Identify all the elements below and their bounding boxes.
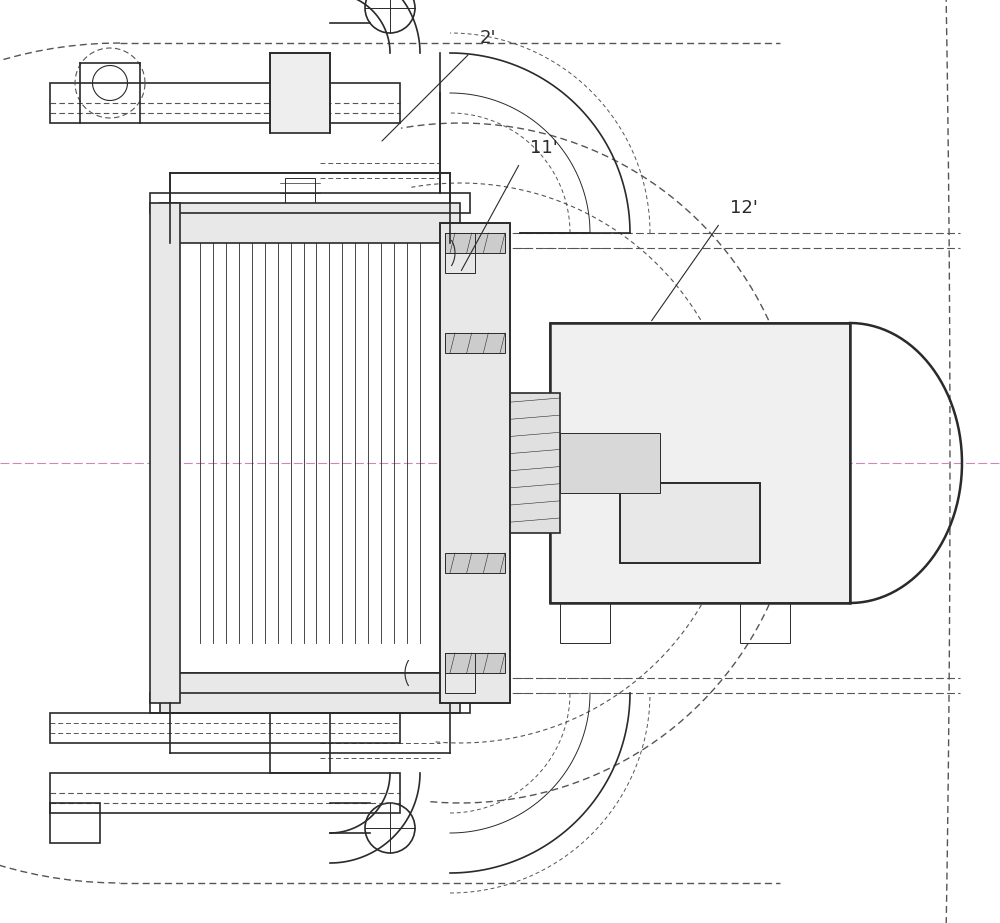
Bar (50, 803, 100, 843)
Bar (440, 223, 510, 703)
Bar (285, 178, 315, 213)
Bar (740, 603, 790, 643)
Bar (560, 433, 660, 493)
Bar (440, 223, 510, 703)
Bar (160, 673, 460, 713)
Bar (445, 333, 505, 353)
Bar (170, 173, 450, 673)
Bar (445, 653, 505, 673)
Bar (150, 203, 180, 703)
Bar (500, 393, 560, 533)
Bar (445, 233, 505, 253)
Bar (50, 713, 400, 743)
Bar (160, 203, 460, 243)
Bar (620, 483, 760, 563)
Text: 2': 2' (480, 29, 496, 47)
Bar (550, 323, 850, 603)
Text: 12': 12' (730, 199, 758, 217)
Bar (445, 553, 505, 573)
Bar (50, 773, 400, 813)
Text: 11': 11' (530, 139, 558, 157)
Bar (150, 693, 470, 713)
Bar (620, 483, 760, 563)
Bar (445, 233, 475, 273)
Bar (270, 53, 330, 133)
Bar (560, 603, 610, 643)
Bar (50, 83, 400, 123)
Bar (270, 713, 330, 773)
Bar (550, 323, 850, 603)
Bar (150, 193, 470, 213)
Bar (445, 653, 475, 693)
